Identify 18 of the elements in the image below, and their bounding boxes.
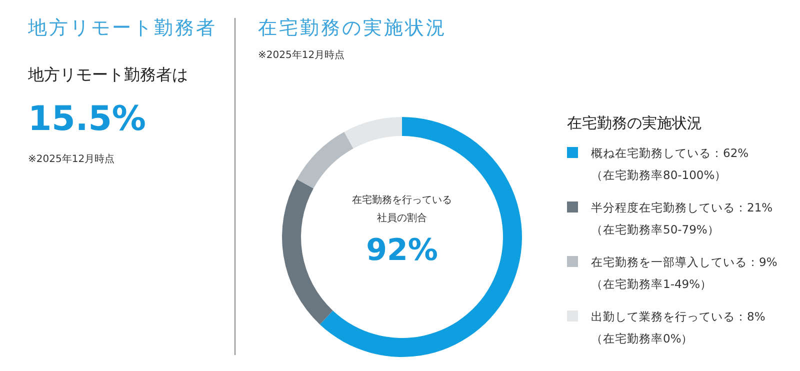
donut-slice [282,179,333,324]
legend-label: 半分程度在宅勤務している：21% （在宅勤務率50-79%） [591,200,773,236]
text: ※2025年12月時点 [28,153,115,165]
text: 在宅勤務を行っている [352,194,452,206]
text: 地方リモート勤務者 [27,17,217,39]
text: 15.5% [28,99,146,139]
chart-subtitle: ※2025年12月時点 [258,49,345,61]
chart-title: 在宅勤務の実施状況 [258,17,447,39]
donut-slice [344,117,402,148]
legend-label: 出勤して業務を行っている：8% （在宅勤務率0%） [591,310,766,346]
donut-slice [320,117,522,357]
text: 社員の割合 [377,212,427,224]
legend-title: 在宅勤務の実施状況 [567,114,702,132]
legend-label: 概ね在宅勤務している：62% （在宅勤務率80-100%） [591,146,749,182]
legend-label: 在宅勤務を一部導入している：9% （在宅勤務率1-49%） [591,255,778,291]
text: 92% [366,233,438,268]
text: 地方リモート勤務者は [27,65,188,84]
donut-slice [296,132,354,188]
